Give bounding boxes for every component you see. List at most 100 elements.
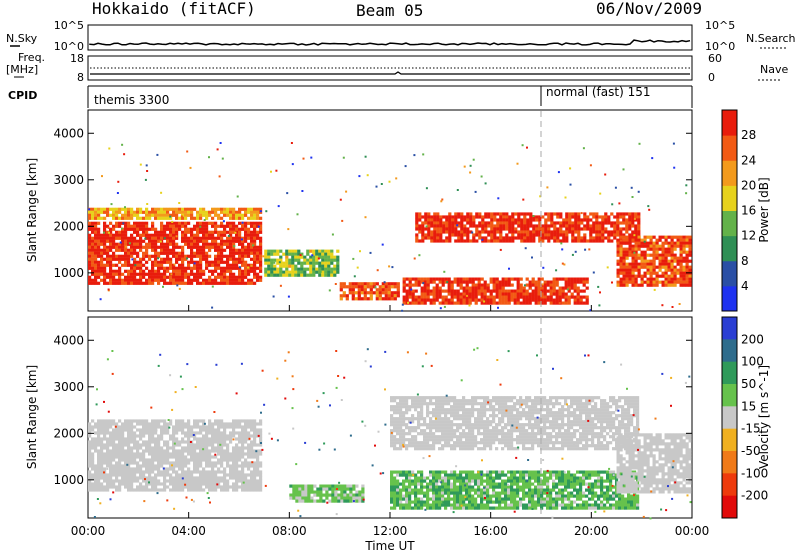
power-cell bbox=[139, 221, 143, 225]
power-cell bbox=[276, 267, 280, 271]
power-cell bbox=[181, 257, 185, 261]
velocity-cell bbox=[163, 449, 167, 453]
power-cell bbox=[199, 254, 203, 258]
velocity-cell bbox=[121, 425, 125, 429]
power-cell bbox=[205, 239, 209, 243]
velocity-cell bbox=[528, 476, 532, 480]
power-cell bbox=[537, 280, 541, 284]
power-cell bbox=[238, 257, 242, 261]
velocity-cell bbox=[145, 428, 149, 432]
power-scatter-point bbox=[456, 189, 459, 191]
velocity-cell bbox=[244, 437, 248, 441]
velocity-cell bbox=[181, 446, 185, 450]
power-cell bbox=[112, 227, 116, 231]
power-cell bbox=[121, 278, 125, 282]
power-cell bbox=[586, 221, 590, 225]
power-cell bbox=[511, 224, 515, 228]
power-cell bbox=[526, 233, 530, 237]
power-cell bbox=[465, 301, 469, 305]
power-cell bbox=[459, 292, 463, 296]
velocity-cell bbox=[223, 434, 227, 438]
power-cell bbox=[241, 275, 245, 279]
velocity-cell bbox=[399, 497, 403, 501]
power-cell bbox=[235, 275, 239, 279]
power-cell bbox=[607, 230, 611, 234]
velocity-cell bbox=[94, 440, 98, 444]
velocity-cell bbox=[211, 464, 215, 468]
power-cell bbox=[451, 218, 455, 222]
power-cell bbox=[157, 236, 161, 240]
power-cell bbox=[625, 218, 629, 222]
noise-right-tick-top: 10^5 bbox=[705, 19, 735, 32]
power-cell bbox=[369, 288, 373, 292]
velocity-cell bbox=[127, 425, 131, 429]
power-cell bbox=[151, 233, 155, 237]
velocity-cell bbox=[115, 446, 119, 450]
power-cell bbox=[507, 280, 511, 284]
power-cell bbox=[661, 262, 665, 266]
power-cell bbox=[576, 292, 580, 296]
velocity-cell bbox=[414, 497, 418, 501]
velocity-cell bbox=[181, 440, 185, 444]
velocity-cell bbox=[361, 496, 365, 500]
power-cell bbox=[288, 258, 292, 262]
velocity-cell bbox=[145, 419, 149, 423]
power-cell bbox=[595, 233, 599, 237]
power-cell bbox=[510, 283, 514, 287]
power-cell bbox=[676, 262, 680, 266]
power-cell bbox=[235, 216, 239, 220]
power-cell bbox=[133, 224, 137, 228]
velocity-cell bbox=[226, 464, 230, 468]
power-cell bbox=[229, 272, 233, 276]
power-cell bbox=[625, 274, 629, 278]
power-cell bbox=[247, 230, 251, 234]
power-cell bbox=[484, 215, 488, 219]
velocity-cell bbox=[202, 467, 206, 471]
power-cell bbox=[118, 230, 122, 234]
power-cell bbox=[285, 273, 289, 277]
power-cell bbox=[460, 224, 464, 228]
power-cell bbox=[169, 236, 173, 240]
power-cell bbox=[321, 261, 325, 265]
power-scatter-point bbox=[259, 210, 262, 213]
velocity-cell bbox=[447, 488, 451, 492]
velocity-cell bbox=[190, 470, 194, 474]
power-cell bbox=[193, 260, 197, 264]
power-cell bbox=[318, 267, 322, 271]
velocity-cell bbox=[187, 440, 191, 444]
velocity-cell bbox=[247, 449, 251, 453]
power-cell bbox=[282, 273, 286, 277]
power-cell bbox=[88, 213, 92, 217]
power-cell bbox=[676, 241, 680, 245]
power-scatter-point bbox=[653, 288, 656, 291]
velocity-cell bbox=[417, 488, 421, 492]
velocity-cell bbox=[322, 493, 326, 497]
power-cell bbox=[124, 242, 128, 246]
velocity-cell bbox=[331, 499, 335, 503]
power-cell bbox=[214, 278, 218, 282]
power-cell bbox=[559, 221, 563, 225]
power-cell bbox=[327, 252, 331, 256]
power-cell bbox=[514, 218, 518, 222]
velocity-cell bbox=[435, 479, 439, 483]
velocity-cell bbox=[169, 488, 173, 492]
velocity-cell bbox=[453, 500, 457, 504]
power-cell bbox=[498, 286, 502, 290]
power-cell bbox=[625, 283, 629, 287]
power-cell bbox=[247, 207, 251, 211]
power-cell bbox=[145, 221, 149, 225]
power-cell bbox=[511, 227, 515, 231]
power-cell bbox=[426, 295, 430, 299]
power-cell bbox=[190, 260, 194, 264]
velocity-cell bbox=[166, 428, 170, 432]
velocity-cell bbox=[97, 434, 101, 438]
power-cell bbox=[622, 271, 626, 275]
velocity-cell bbox=[486, 497, 490, 501]
power-cell bbox=[652, 262, 656, 266]
velocity-cell bbox=[160, 458, 164, 462]
power-cell bbox=[103, 216, 107, 220]
power-cell bbox=[411, 289, 415, 293]
power-cell bbox=[402, 286, 406, 290]
power-cell bbox=[559, 227, 563, 231]
power-cell bbox=[655, 265, 659, 269]
